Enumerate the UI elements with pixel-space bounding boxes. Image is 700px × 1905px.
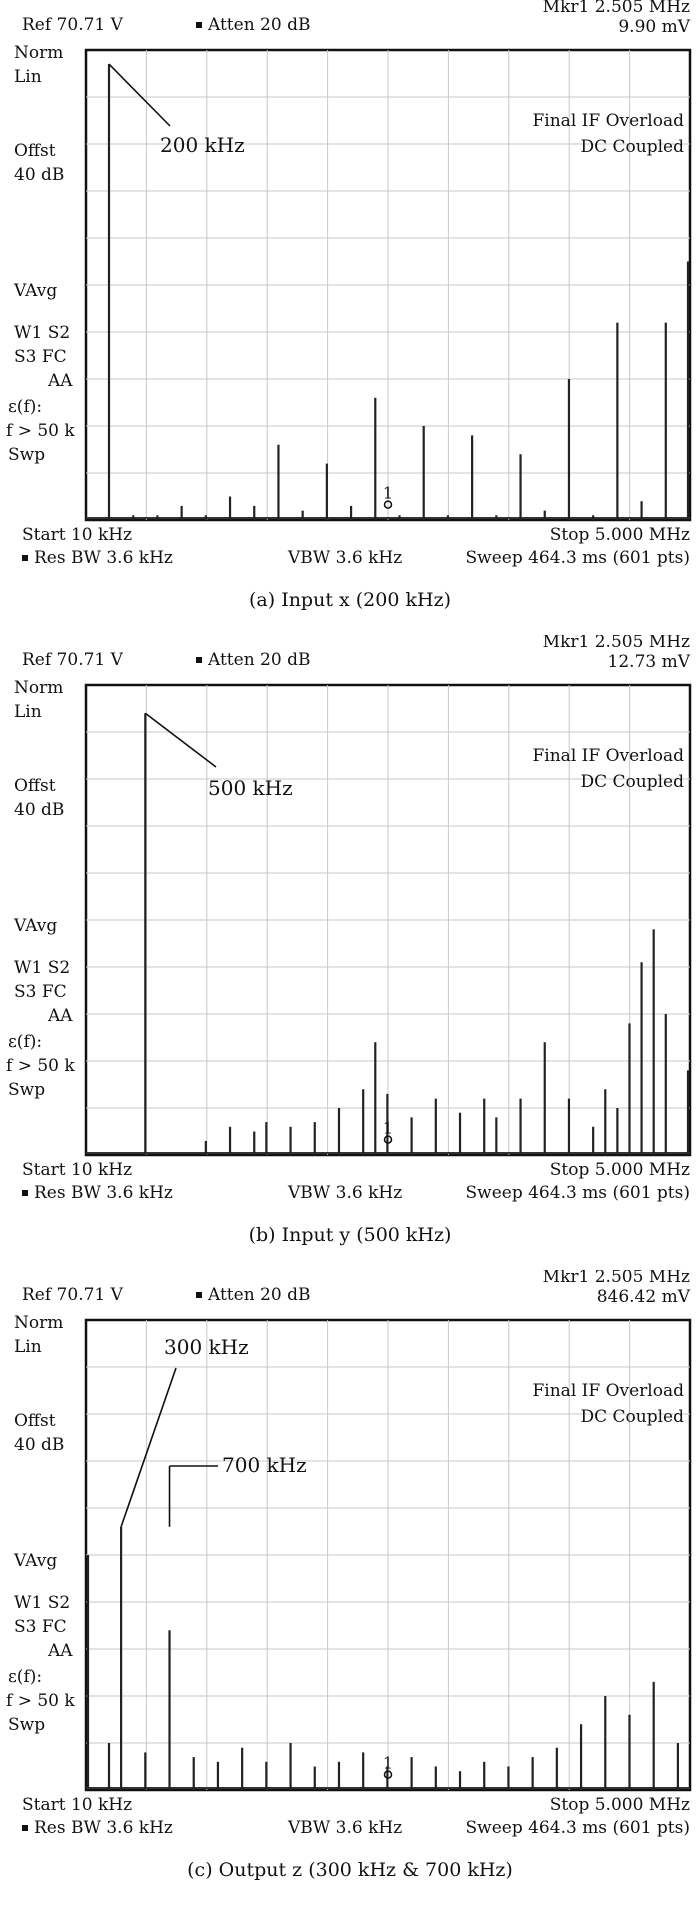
side-label: VAvg <box>13 1551 57 1571</box>
note-dc-coupled: DC Coupled <box>581 137 685 157</box>
stop-freq-label: Stop 5.000 MHz <box>550 525 690 545</box>
marker-number: 1 <box>383 484 393 503</box>
sweep-label: Sweep 464.3 ms (601 pts) <box>466 1183 690 1203</box>
sweep-label: Sweep 464.3 ms (601 pts) <box>466 1818 690 1838</box>
note-dc-coupled: DC Coupled <box>581 772 685 792</box>
marker-freq-label: Mkr1 2.505 MHz <box>543 1270 690 1287</box>
side-label: S3 FC <box>14 982 67 1002</box>
peak-annotation: 200 kHz <box>160 133 245 157</box>
side-label: AA <box>47 1006 73 1026</box>
side-label: Offst <box>14 141 56 161</box>
atten-bullet <box>196 657 202 663</box>
side-label: S3 FC <box>14 347 67 367</box>
side-label: Swp <box>8 1080 45 1100</box>
rbw-bullet <box>22 1825 28 1831</box>
atten-bullet <box>196 1292 202 1298</box>
peak-annotation: 500 kHz <box>208 776 293 800</box>
marker-value-label: 12.73 mV <box>608 652 691 672</box>
atten-bullet <box>196 22 202 28</box>
side-label: S3 FC <box>14 1617 67 1637</box>
side-label: Offst <box>14 776 56 796</box>
side-label: f > 50 k <box>6 421 75 441</box>
note-final-if-overload: Final IF Overload <box>533 1381 685 1401</box>
rbw-bullet <box>22 1190 28 1196</box>
side-label: W1 S2 <box>14 958 70 978</box>
annotation-leader <box>144 712 217 768</box>
figure-caption: (b) Input y (500 kHz) <box>249 1224 452 1246</box>
vbw-label: VBW 3.6 kHz <box>287 1818 402 1838</box>
note-dc-coupled: DC Coupled <box>581 1407 685 1427</box>
sweep-label: Sweep 464.3 ms (601 pts) <box>466 548 690 568</box>
side-label: Norm <box>14 678 63 698</box>
side-label: Norm <box>14 43 63 63</box>
marker-value-label: 846.42 mV <box>597 1287 691 1307</box>
side-label: W1 S2 <box>14 323 70 343</box>
side-label: Lin <box>14 702 42 722</box>
rbw-bullet <box>22 555 28 561</box>
atten-label: Atten 20 dB <box>207 15 310 35</box>
spectrum-panel-c: Ref 70.71 V Atten 20 dB Mkr1 2.505 MHz 846.… <box>0 1270 700 1905</box>
stop-freq-label: Stop 5.000 MHz <box>550 1160 690 1180</box>
spectrum-chart: Ref 70.71 V Atten 20 dB Mkr1 2.505 MHz9.90… <box>6 0 692 611</box>
res-bw-label: Res BW 3.6 kHz <box>34 548 173 568</box>
note-final-if-overload: Final IF Overload <box>533 746 685 766</box>
side-label: VAvg <box>13 916 57 936</box>
vbw-label: VBW 3.6 kHz <box>287 1183 402 1203</box>
peak-annotation: 300 kHz <box>164 1335 249 1359</box>
side-label: ε(f): <box>8 397 42 417</box>
start-freq-label: Start 10 kHz <box>22 525 132 545</box>
side-label: 40 dB <box>14 165 64 185</box>
marker-diamond-icon <box>383 1770 393 1779</box>
side-label: 40 dB <box>14 800 64 820</box>
start-freq-label: Start 10 kHz <box>22 1160 132 1180</box>
figure-caption: (a) Input x (200 kHz) <box>249 589 451 611</box>
marker-number: 1 <box>383 1754 393 1773</box>
side-label: Swp <box>8 1715 45 1735</box>
spectrum-chart: Ref 70.71 V Atten 20 dB Mkr1 2.505 MHz846.… <box>6 1270 692 1881</box>
res-bw-label: Res BW 3.6 kHz <box>34 1183 173 1203</box>
marker-value-label: 9.90 mV <box>618 17 690 37</box>
side-label: f > 50 k <box>6 1056 75 1076</box>
side-label: W1 S2 <box>14 1593 70 1613</box>
stop-freq-label: Stop 5.000 MHz <box>550 1795 690 1815</box>
side-label: Lin <box>14 1337 42 1357</box>
ref-level-label: Ref 70.71 V <box>22 15 124 35</box>
ref-level-label: Ref 70.71 V <box>22 1285 124 1305</box>
spectrum-panel-a: Ref 70.71 V Atten 20 dB Mkr1 2.505 MHz 9.90… <box>0 0 700 635</box>
marker-freq-label: Mkr1 2.505 MHz <box>543 635 690 652</box>
side-label: AA <box>47 1641 73 1661</box>
marker-diamond-icon <box>383 1135 393 1144</box>
side-label: f > 50 k <box>6 1691 75 1711</box>
side-label: AA <box>47 371 73 391</box>
side-label: ε(f): <box>8 1667 42 1687</box>
res-bw-label: Res BW 3.6 kHz <box>34 1818 173 1838</box>
annotation-leader <box>108 63 171 127</box>
figure-caption: (c) Output z (300 kHz & 700 kHz) <box>187 1859 513 1881</box>
marker-freq-label: Mkr1 2.505 MHz <box>543 0 690 17</box>
side-label: 40 dB <box>14 1435 64 1455</box>
annotation-leader <box>120 1367 177 1528</box>
ref-level-label: Ref 70.71 V <box>22 650 124 670</box>
spectrum-chart: Ref 70.71 V Atten 20 dB Mkr1 2.505 MHz12.7… <box>6 635 692 1246</box>
side-label: Offst <box>14 1411 56 1431</box>
vbw-label: VBW 3.6 kHz <box>287 548 402 568</box>
side-label: Lin <box>14 67 42 87</box>
marker-number: 1 <box>383 1119 393 1138</box>
grid <box>86 50 690 520</box>
note-final-if-overload: Final IF Overload <box>533 111 685 131</box>
side-label: ε(f): <box>8 1032 42 1052</box>
grid <box>86 1320 690 1790</box>
spectrum-panel-b: Ref 70.71 V Atten 20 dB Mkr1 2.505 MHz 12.7… <box>0 635 700 1270</box>
start-freq-label: Start 10 kHz <box>22 1795 132 1815</box>
atten-label: Atten 20 dB <box>207 1285 310 1305</box>
side-label: Swp <box>8 445 45 465</box>
side-label: Norm <box>14 1313 63 1333</box>
side-label: VAvg <box>13 281 57 301</box>
atten-label: Atten 20 dB <box>207 650 310 670</box>
peak-annotation: 700 kHz <box>222 1453 307 1477</box>
marker-diamond-icon <box>383 500 393 509</box>
